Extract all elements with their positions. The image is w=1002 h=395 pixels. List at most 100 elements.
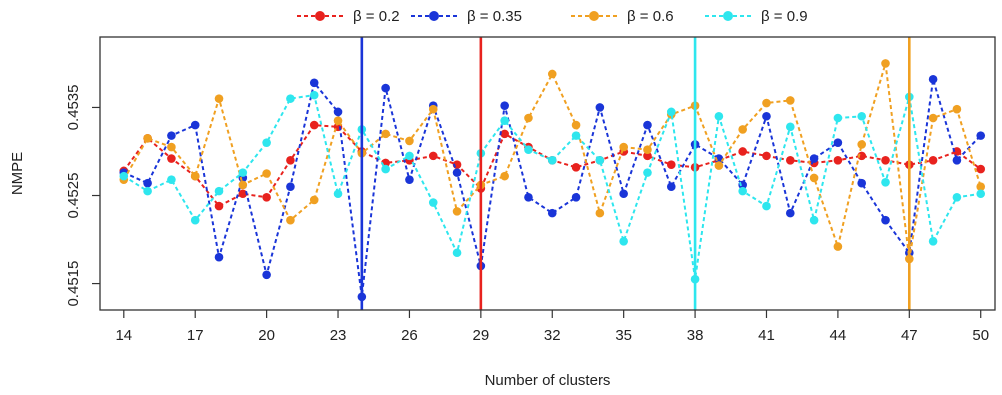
x-tick-label: 41 (758, 327, 775, 344)
data-point (214, 201, 224, 211)
data-point (833, 113, 843, 123)
data-point (928, 237, 938, 246)
data-point (762, 151, 771, 161)
series-4 (119, 90, 986, 284)
data-point (857, 140, 867, 149)
data-point (619, 189, 628, 199)
data-point (333, 107, 343, 117)
data-point (595, 155, 605, 165)
vertical-markers (360, 37, 911, 310)
data-point (167, 131, 176, 140)
x-tick-label: 20 (258, 327, 275, 344)
data-point (309, 78, 319, 88)
data-point (500, 129, 509, 139)
data-point (571, 192, 581, 202)
data-point (167, 142, 176, 152)
data-point (738, 186, 747, 196)
data-point (309, 120, 319, 130)
data-point (595, 103, 605, 112)
data-point (714, 161, 724, 170)
data-point (167, 175, 176, 184)
data-point (976, 189, 986, 199)
data-point (381, 83, 390, 93)
data-point (286, 215, 295, 225)
data-point (428, 104, 438, 114)
data-point (286, 94, 295, 103)
data-point (738, 125, 747, 134)
data-point (571, 163, 581, 172)
data-point (762, 201, 771, 211)
legend-marker (723, 11, 733, 21)
data-point (643, 145, 652, 155)
data-point (785, 155, 795, 165)
legend-item: β = 0.2 (297, 8, 400, 25)
data-point (833, 138, 843, 147)
data-point (785, 122, 795, 132)
data-point (952, 155, 962, 165)
legend-item: β = 0.6 (571, 8, 674, 25)
data-point (928, 74, 938, 84)
data-point (619, 237, 628, 246)
data-point (976, 131, 986, 140)
x-tick-label: 50 (972, 327, 989, 344)
data-point (881, 59, 890, 68)
data-point (143, 186, 152, 196)
data-point (500, 101, 509, 110)
x-tick-label: 32 (544, 327, 561, 344)
data-point (571, 131, 581, 140)
data-point (714, 111, 724, 121)
axes: 14 17 20 23 26 29 32 35 38 41 44 47 50 0.4515 0.4525 0.… (65, 85, 989, 344)
data-point (333, 116, 343, 125)
data-point (190, 171, 200, 181)
x-tick-label: 44 (830, 327, 847, 344)
x-tick-label: 38 (687, 327, 704, 344)
data-point (262, 270, 271, 280)
data-point (262, 192, 271, 202)
legend: β = 0.2 β = 0.35 β = 0.6 β = 0.9 (297, 8, 808, 25)
y-axis-title: NMPE (9, 152, 26, 195)
series-line (122, 124, 982, 208)
x-axis-title: Number of clusters (485, 372, 611, 389)
x-tick-label: 35 (615, 327, 632, 344)
data-point (643, 120, 652, 130)
data-point (547, 155, 557, 165)
data-point (262, 138, 271, 147)
data-point (238, 180, 248, 190)
data-point (238, 168, 248, 177)
legend-item: β = 0.9 (705, 8, 808, 25)
data-point (881, 215, 890, 225)
legend-marker (315, 11, 325, 21)
x-tick-label: 26 (401, 327, 418, 344)
data-point (214, 94, 224, 103)
data-point (452, 248, 462, 258)
data-point (643, 151, 652, 161)
data-point (119, 171, 129, 181)
data-point (286, 155, 295, 165)
x-tick-label: 47 (901, 327, 918, 344)
data-point (976, 182, 986, 192)
data-point (309, 90, 319, 100)
data-point (857, 151, 867, 161)
data-point (619, 142, 628, 152)
data-point (167, 154, 176, 163)
data-point (214, 252, 224, 262)
data-point (214, 186, 224, 196)
data-point (833, 155, 843, 165)
data-point (976, 164, 986, 174)
plot-frame (99, 36, 996, 311)
x-tick-label: 23 (330, 327, 347, 344)
data-point (524, 113, 533, 123)
data-point (428, 198, 438, 207)
data-point (857, 111, 867, 121)
data-point (857, 178, 867, 188)
data-point (452, 207, 462, 216)
legend-label: β = 0.35 (467, 8, 522, 25)
y-tick-label: 0.4525 (65, 173, 82, 219)
data-point (809, 154, 819, 163)
data-point (643, 168, 652, 177)
data-point (952, 192, 962, 202)
data-point (928, 113, 938, 123)
data-point (738, 147, 747, 156)
